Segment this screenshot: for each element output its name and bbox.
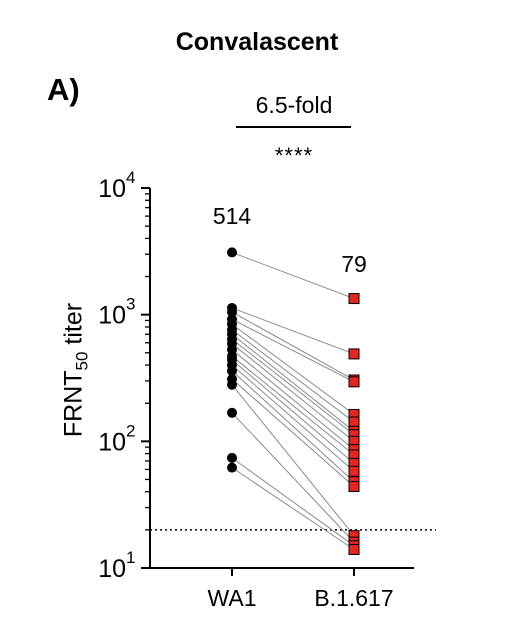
pair-line xyxy=(231,378,355,487)
y-tick-label: 10 xyxy=(98,555,126,583)
pair-line xyxy=(231,364,355,472)
y-tick-label: 10 xyxy=(98,175,126,203)
b1617-data-point xyxy=(348,348,360,360)
pair-line xyxy=(231,412,355,543)
pair-line xyxy=(231,355,355,456)
y-tick-exponent: 2 xyxy=(126,421,135,440)
wa1-data-point xyxy=(227,379,237,390)
chart-title: Convalascent xyxy=(175,28,339,56)
pair-line xyxy=(231,318,355,383)
wa1-data-point xyxy=(227,365,237,376)
b1617-data-point xyxy=(348,416,360,428)
y-tick-exponent: 3 xyxy=(126,295,135,314)
pair-line xyxy=(231,370,355,483)
group-value-label: 79 xyxy=(341,251,367,277)
wa1-data-point xyxy=(227,452,237,463)
wa1-data-point xyxy=(227,407,237,418)
pair-line xyxy=(231,323,355,415)
significance-label: **** xyxy=(274,143,314,168)
y-tick-label: 10 xyxy=(98,302,126,330)
pair-line xyxy=(231,338,355,436)
pair-line xyxy=(231,384,355,536)
b1617-data-point xyxy=(348,293,360,305)
b1617-data-point xyxy=(348,543,360,555)
b1617-data-point xyxy=(348,465,360,477)
wa1-data-point xyxy=(227,306,237,317)
wa1-data-point xyxy=(227,462,237,473)
y-tick-label: 10 xyxy=(98,428,126,456)
pair-line xyxy=(231,311,355,381)
wa1-data-point xyxy=(227,247,237,258)
x-tick-label: B.1.617 xyxy=(314,585,393,611)
pair-line xyxy=(231,307,355,355)
b1617-data-point xyxy=(348,376,360,388)
pair-line xyxy=(231,359,355,464)
pair-line xyxy=(231,251,355,300)
pair-line xyxy=(231,343,355,442)
pair-line xyxy=(231,333,355,432)
b1617-data-point xyxy=(348,480,360,492)
pair-line xyxy=(231,349,355,451)
pair-line xyxy=(231,457,355,547)
panel-label: A) xyxy=(47,72,80,107)
y-tick-exponent: 1 xyxy=(126,548,135,567)
fold-change-label: 6.5-fold xyxy=(255,92,333,118)
pair-line xyxy=(231,329,355,423)
x-tick-label: WA1 xyxy=(208,585,257,611)
comparison-bracket xyxy=(236,126,351,128)
pair-line xyxy=(231,467,355,550)
y-tick-exponent: 4 xyxy=(126,168,135,187)
group-value-label: 514 xyxy=(213,203,252,229)
